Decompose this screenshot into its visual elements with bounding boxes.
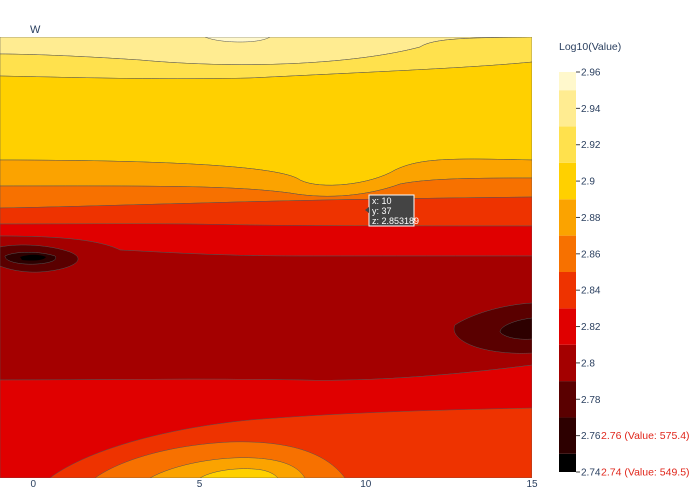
contour-band-2.76-right [499, 317, 532, 340]
colorbar-band [559, 126, 576, 163]
colorbar-band [559, 308, 576, 345]
colorbar-band [559, 272, 576, 309]
colorbar-tick-label: 2.86 [581, 249, 601, 260]
colorbar-tick-label: 2.88 [581, 213, 601, 224]
colorbar-band [559, 90, 576, 127]
contour-band-2.74-left [20, 254, 46, 261]
colorbar-tick-label: 2.94 [581, 104, 601, 115]
hover-x-label: x: 10 [372, 196, 392, 206]
colorbar-band [559, 344, 576, 382]
colorbar-tick-label: 2.82 [581, 322, 601, 333]
colorbar-band [559, 72, 576, 91]
colorbar-annotation: 2.76 (Value: 575.4) [601, 430, 690, 442]
hover-pointer [365, 207, 369, 213]
colorbar-band [559, 381, 576, 418]
colorbar-tick-label: 2.92 [581, 140, 601, 151]
colorbar-tick-label: 2.9 [581, 177, 595, 188]
contour-band-2.96-top [204, 37, 271, 43]
contour-band-2.8-left [0, 235, 532, 381]
x-tick-label: 0 [30, 479, 36, 489]
colorbar-annotation: 2.74 (Value: 549.5) [601, 467, 690, 479]
x-tick-label: 5 [197, 479, 203, 489]
colorbar-band [559, 199, 576, 236]
hover-y-label: y: 37 [372, 206, 392, 216]
colorbar-tick-label: 2.96 [581, 68, 601, 79]
colorbar-title: Log10(Value) [559, 41, 621, 53]
colorbar-tick-label: 2.84 [581, 286, 601, 297]
colorbar-ticks: 2.74 2.76 2.78 2.8 2.82 2.84 2.86 2.88 2.9 2.92 2.… [576, 68, 601, 479]
x-tick-label: 15 [526, 479, 538, 489]
colorbar-tick-label: 2.76 [581, 431, 601, 442]
colorbar-bands [559, 72, 576, 472]
hover-tooltip: x: 10 y: 37 z: 2.853189 [365, 194, 419, 227]
chart-title: W [30, 24, 41, 36]
contour-band-2.9-bottom [199, 468, 279, 478]
colorbar-band [559, 417, 576, 454]
hover-z-label: z: 2.853189 [372, 216, 419, 226]
colorbar: Log10(Value) 2.74 2.76 2.78 2.8 2.82 2.84 2.86… [559, 41, 621, 479]
colorbar-band [559, 235, 576, 272]
plot-area[interactable] [0, 37, 532, 478]
colorbar-band [559, 453, 576, 472]
x-axis: 0 5 10 15 [30, 479, 538, 489]
annotations: 2.76 (Value: 575.4) 2.74 (Value: 549.5) [601, 430, 690, 478]
colorbar-tick-label: 2.8 [581, 358, 595, 369]
colorbar-band [559, 162, 576, 200]
hover-box [368, 194, 415, 227]
colorbar-tick-label: 2.74 [581, 468, 601, 479]
colorbar-tick-label: 2.78 [581, 395, 601, 406]
contour-band-2.78-right [453, 302, 532, 354]
x-tick-label: 10 [360, 479, 372, 489]
